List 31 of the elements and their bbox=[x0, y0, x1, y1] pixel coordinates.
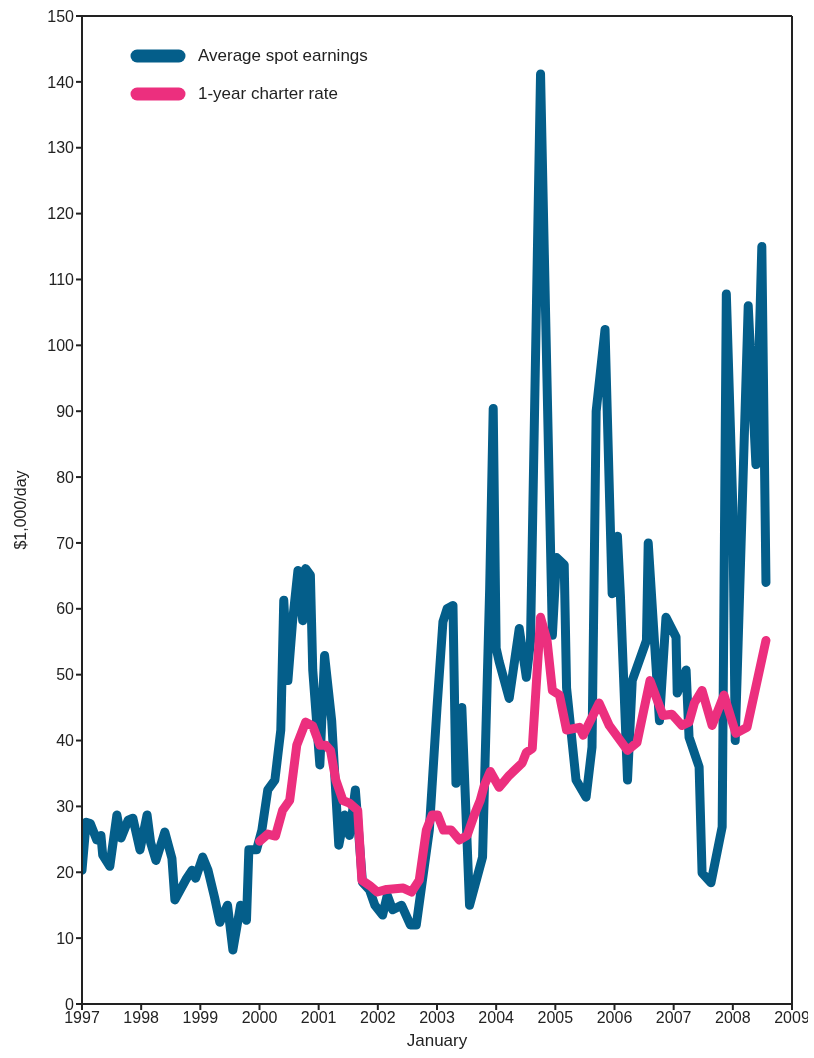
x-tick-label: 1999 bbox=[182, 1009, 219, 1027]
x-tick-label: 2008 bbox=[715, 1009, 751, 1027]
y-tick-label: 30 bbox=[56, 798, 75, 816]
x-tick-label: 2007 bbox=[655, 1009, 692, 1027]
y-tick-label: 10 bbox=[56, 929, 75, 947]
x-tick-label: 2006 bbox=[596, 1009, 633, 1027]
y-tick-label: 110 bbox=[48, 271, 75, 289]
y-tick-label: 60 bbox=[56, 600, 75, 618]
y-tick-label: 80 bbox=[56, 468, 75, 486]
x-tick-label: 2002 bbox=[360, 1009, 396, 1027]
x-axis-title: January bbox=[406, 1031, 468, 1050]
x-tick-label: 1997 bbox=[64, 1009, 100, 1027]
y-tick-label: 40 bbox=[56, 732, 75, 750]
y-tick-label: 150 bbox=[47, 7, 75, 25]
y-tick-label: 130 bbox=[47, 139, 75, 157]
y-tick-label: 100 bbox=[47, 337, 75, 355]
x-tick-label: 2004 bbox=[478, 1009, 515, 1027]
x-tick-label: 2000 bbox=[241, 1009, 278, 1027]
y-axis-title: $1,000/day bbox=[11, 470, 29, 550]
y-tick-label: 90 bbox=[56, 402, 75, 420]
y-tick-label: 50 bbox=[56, 666, 75, 684]
x-tick-label: 2005 bbox=[537, 1009, 574, 1027]
legend-label: Average spot earnings bbox=[198, 46, 368, 66]
x-tick-label: 2003 bbox=[419, 1009, 455, 1027]
legend-label: 1-year charter rate bbox=[198, 84, 338, 104]
x-tick-label: 1998 bbox=[123, 1009, 160, 1027]
y-tick-label: 20 bbox=[56, 863, 75, 881]
x-tick-label: 2001 bbox=[300, 1009, 337, 1027]
y-tick-label: 70 bbox=[56, 534, 75, 552]
y-tick-label: 140 bbox=[47, 73, 75, 91]
y-tick-label: 120 bbox=[47, 205, 75, 223]
